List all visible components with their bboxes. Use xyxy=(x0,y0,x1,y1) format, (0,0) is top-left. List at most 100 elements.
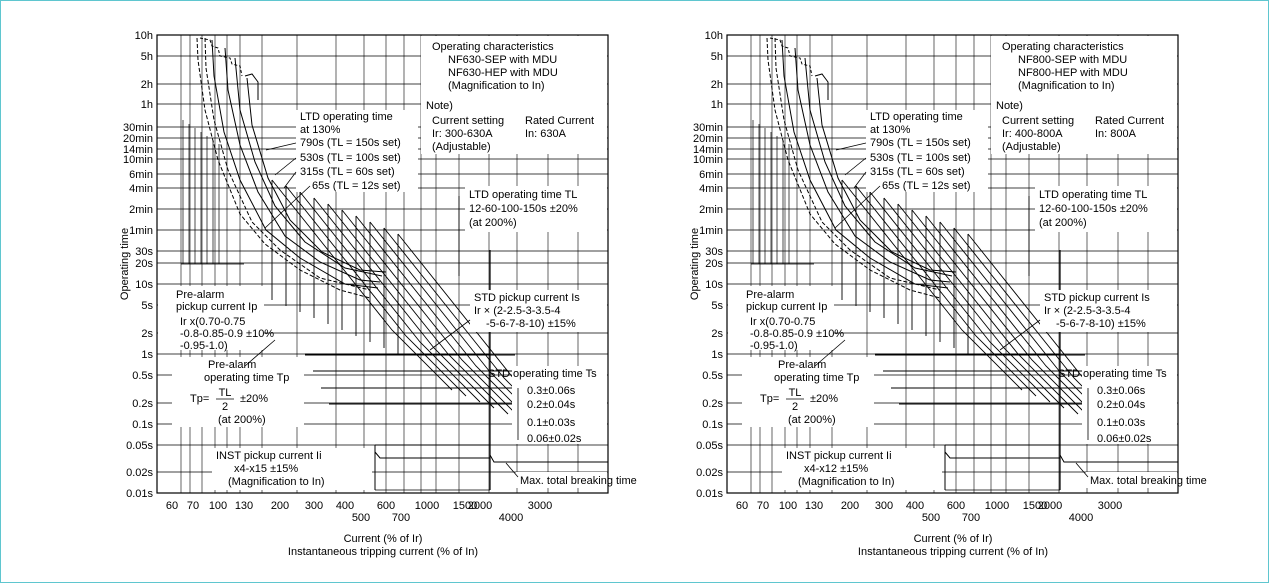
ltd-callout-item: 315s (TL = 60s set) xyxy=(300,166,395,178)
prealarm-pickup-value-3: -0.95-1.0) xyxy=(180,340,228,352)
ltd-curve-c xyxy=(234,57,383,277)
leader-line xyxy=(853,171,867,189)
y-tick-label: 2h xyxy=(141,79,153,91)
ltd-curve-min xyxy=(766,37,941,299)
ltd-callout-item: 315s (TL = 60s set) xyxy=(870,166,965,178)
std-time-value: 0.06±0.02s xyxy=(527,433,582,445)
prealarm-time-title: Pre-alarm xyxy=(208,359,256,371)
max-break-curve-2 xyxy=(944,451,1060,459)
prealarm-time-formula: Tp= xyxy=(190,393,209,405)
leader-line xyxy=(505,462,519,478)
ltd-callout-item: 530s (TL = 100s set) xyxy=(870,152,971,164)
std-time-value: 0.1±0.03s xyxy=(527,417,576,429)
prealarm-pickup-title: Pre-alarm xyxy=(746,289,794,301)
ltd-upper-dashed xyxy=(199,37,243,77)
std-pickup-title: STD pickup current Is xyxy=(474,292,580,304)
rated-current-value: In: 800A xyxy=(1095,128,1137,140)
x-tick-label: 400 xyxy=(906,500,924,512)
ltd-tl-title: LTD operating time TL xyxy=(1039,189,1147,201)
y-tick-label: 5h xyxy=(141,51,153,63)
rated-current-value: In: 630A xyxy=(525,128,567,140)
inst-x-tick-label: 3000 xyxy=(1098,500,1122,512)
y-tick-label: 5s xyxy=(711,300,723,312)
prealarm-time-note: (at 200%) xyxy=(218,414,266,426)
x-axis-label-2: Instantaneous tripping current (% of In) xyxy=(288,546,478,558)
y-tick-label: 1h xyxy=(141,99,153,111)
y-tick-label: 0.2s xyxy=(132,398,153,410)
prealarm-time-sub: operating time Tp xyxy=(774,372,859,384)
ltd-callout-item: 65s (TL = 12s set) xyxy=(312,180,401,192)
ltd-tl-bg xyxy=(1035,186,1177,232)
ltd-curve-mid xyxy=(204,37,371,291)
x-tick-label: 700 xyxy=(392,512,410,524)
y-tick-label: 10min xyxy=(693,154,723,166)
x-tick-label: 1500 xyxy=(1023,500,1047,512)
std-time-box: STD operating time Ts 0.3±0.06s 0.2±0.04s 0… xyxy=(488,366,607,445)
x-tick-label: 300 xyxy=(305,500,323,512)
std-time-value: 0.3±0.06s xyxy=(527,385,576,397)
prealarm-pickup-value-2: -0.8-0.85-0.9 ±10% xyxy=(750,328,844,340)
std-pickup-bg xyxy=(470,290,607,332)
x-tick-label: 500 xyxy=(922,512,940,524)
std-pickup-value: Ir × (2-2.5-3-3.5-4 xyxy=(474,305,561,317)
max-break-bg xyxy=(516,472,607,488)
y-axis-label: Operating time xyxy=(119,228,131,300)
ltd-callout-item: 790s (TL = 150s set) xyxy=(870,137,971,149)
std-time-title: STD operating time Ts xyxy=(488,368,597,380)
leader-line xyxy=(814,339,846,367)
ltd-upper-dashed xyxy=(769,37,813,77)
max-breaking-box: Max. total breaking time xyxy=(505,462,637,488)
inst-bg xyxy=(782,448,942,490)
prealarm-time-denom: 2 xyxy=(792,401,798,413)
y-tick-label: 0.01s xyxy=(696,488,723,500)
max-breaking-label: Max. total breaking time xyxy=(520,475,637,487)
std-pickup-title: STD pickup current Is xyxy=(1044,292,1150,304)
y-tick-label: 20s xyxy=(705,258,723,270)
current-setting-value: Ir: 300-630A xyxy=(432,128,493,140)
title-block-bg xyxy=(421,36,607,154)
std-band-line xyxy=(271,179,453,391)
leader-line xyxy=(244,339,276,367)
y-tick-label: 2min xyxy=(699,204,723,216)
x-tick-label: 1000 xyxy=(985,500,1009,512)
inst-x-tick-label: 2000 xyxy=(1038,500,1062,512)
std-band-line xyxy=(299,191,481,403)
leader-line xyxy=(429,319,471,351)
prealarm-time-numer: TL xyxy=(789,387,802,399)
prealarm-pickup-bg xyxy=(158,286,264,350)
x-tick-label: 60 xyxy=(166,500,178,512)
x-tick-label: 700 xyxy=(962,512,980,524)
y-axis-label: Operating time xyxy=(689,228,701,300)
leader-line xyxy=(835,142,867,151)
y-tick-label: 10h xyxy=(135,30,153,42)
y-tick-label: 0.05s xyxy=(696,440,723,452)
max-breaking-label: Max. total breaking time xyxy=(1090,475,1207,487)
prealarm-time-tol: ±20% xyxy=(240,393,268,405)
prealarm-time-title: Pre-alarm xyxy=(778,359,826,371)
std-time-value: 0.3±0.06s xyxy=(1097,385,1146,397)
current-setting-label: Current setting xyxy=(432,115,504,127)
prealarm-time-formula: Tp= xyxy=(760,393,779,405)
model-line: NF630-SEP with MDU xyxy=(448,54,557,66)
prealarm-pickup-value-3: -0.95-1.0) xyxy=(750,340,798,352)
ltd-callout-sub: at 130% xyxy=(870,124,911,136)
y-tick-label: 10h xyxy=(705,30,723,42)
y-tick-label: 2s xyxy=(711,328,723,340)
ltd-callout-sub: at 130% xyxy=(300,124,341,136)
std-pickup-value: Ir × (2-2.5-3-3.5-4 xyxy=(1044,305,1131,317)
current-setting-value: Ir: 400-800A xyxy=(1002,128,1063,140)
prealarm-time-denom: 2 xyxy=(222,401,228,413)
prealarm-pickup-bg xyxy=(728,286,834,350)
prealarm-time-bg xyxy=(742,357,874,427)
ltd-curve-c xyxy=(804,57,953,277)
y-tick-label: 4min xyxy=(699,183,723,195)
